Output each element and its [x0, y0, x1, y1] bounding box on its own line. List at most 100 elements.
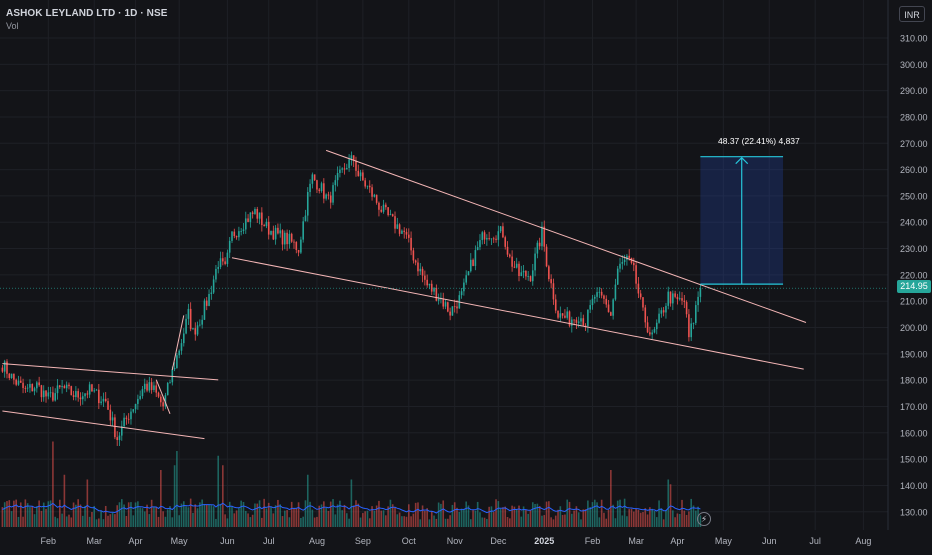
volume-bar — [463, 508, 465, 527]
trendline[interactable] — [325, 149, 807, 323]
volume-bar — [527, 513, 529, 527]
volume-bar — [575, 506, 578, 527]
volume-bar — [157, 516, 160, 527]
candle-body — [47, 392, 50, 397]
candle-body — [3, 361, 6, 372]
candle-body — [114, 417, 116, 438]
price-range-measure[interactable] — [700, 156, 784, 285]
volume-bar — [499, 508, 502, 527]
candle-body — [421, 268, 424, 276]
candle-body — [72, 395, 75, 398]
volume-bar — [42, 502, 45, 527]
volume-bar — [458, 511, 461, 527]
volume-bar — [683, 510, 686, 527]
volume-bar — [279, 504, 282, 527]
x-tick-label: Nov — [447, 536, 464, 546]
candle-body — [520, 272, 523, 277]
candle-body — [591, 298, 594, 306]
volume-bar — [506, 517, 509, 527]
volume-bar — [153, 506, 155, 527]
volume-bar — [639, 512, 642, 527]
volume-bar — [630, 508, 633, 527]
candle-body — [598, 291, 601, 293]
volume-bar — [375, 505, 378, 527]
candle-body — [575, 319, 578, 323]
volume-bar — [479, 512, 481, 527]
volume-bar — [309, 501, 311, 527]
candle-body — [676, 296, 679, 300]
candle-body — [63, 385, 66, 389]
candle-body — [10, 373, 13, 379]
candle-body — [325, 194, 327, 199]
candle-body — [88, 384, 91, 395]
candle-body — [274, 227, 277, 240]
trendline[interactable] — [2, 363, 219, 381]
candle-body — [84, 393, 86, 397]
volume-bar — [24, 499, 27, 527]
x-tick-label: Jun — [220, 536, 235, 546]
volume-bar — [40, 510, 43, 527]
candle-body — [205, 300, 208, 306]
volume-bar — [548, 501, 550, 527]
volume-bar — [350, 479, 353, 527]
candle-body — [378, 202, 380, 210]
y-tick-label: 230.00 — [900, 244, 928, 254]
volume-bar — [552, 519, 555, 527]
volume-bar — [284, 510, 286, 527]
candle-body — [456, 306, 458, 309]
candle-body — [36, 382, 38, 389]
candle-body — [362, 172, 364, 181]
volume-bar — [233, 513, 236, 527]
volume-bar — [651, 508, 653, 527]
volume-bar — [148, 514, 151, 527]
volume-bar — [357, 503, 360, 527]
candle-body — [685, 302, 688, 315]
trendline[interactable] — [2, 410, 205, 440]
volume-bar — [513, 506, 516, 527]
volume-bar — [497, 501, 500, 527]
candle-body — [502, 226, 504, 238]
volume-bar — [518, 505, 520, 527]
candle-body — [224, 261, 226, 264]
y-tick-label: 160.00 — [900, 428, 928, 438]
volume-bar — [589, 507, 591, 527]
volume-bar — [300, 518, 302, 527]
candle-body — [148, 382, 151, 391]
volume-bar — [244, 510, 247, 527]
candle-body — [667, 291, 670, 306]
currency-button[interactable]: INR — [899, 6, 925, 22]
volume-bar — [47, 501, 50, 527]
volume-bar — [476, 501, 479, 527]
candle-body — [49, 392, 52, 394]
candle-body — [116, 437, 118, 441]
candle-body — [219, 258, 222, 267]
volume-bar — [281, 516, 284, 527]
volume-bar — [102, 519, 105, 527]
volume-bar — [199, 502, 201, 527]
trendlines[interactable] — [2, 149, 807, 440]
volume-bar — [520, 516, 523, 527]
trendline[interactable] — [171, 315, 185, 370]
volume-bar — [382, 510, 385, 527]
candle-body — [160, 396, 162, 403]
volume-bar — [95, 519, 98, 527]
volume-bar — [405, 516, 408, 527]
candle-body — [380, 209, 383, 212]
volume-bar — [633, 511, 635, 527]
candle-body — [488, 238, 490, 239]
volume-bar — [529, 510, 532, 527]
x-tick-label: Jul — [263, 536, 275, 546]
candle-body — [435, 288, 438, 301]
candle-body — [603, 295, 605, 299]
trendline[interactable] — [231, 257, 804, 370]
trendline[interactable] — [155, 379, 171, 415]
volume-bar — [559, 506, 562, 527]
lightning-icon[interactable]: ⚡ — [697, 512, 711, 526]
candle-body — [137, 398, 139, 404]
candle-body — [614, 284, 617, 300]
volume-bar — [26, 503, 29, 527]
candle-body — [391, 214, 394, 217]
volume-bar — [77, 499, 79, 527]
